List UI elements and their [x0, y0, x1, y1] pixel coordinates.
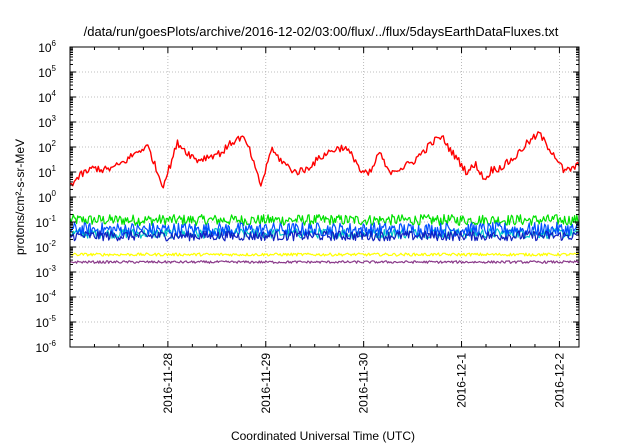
x-tick-label: 2016-12-2: [552, 353, 566, 408]
plot-series: [69, 131, 580, 264]
x-tick-label: 2016-12-1: [455, 353, 469, 408]
grid-lines: [70, 47, 579, 347]
y-axis-label: protons/cm²-s-sr-MeV: [13, 139, 27, 255]
x-axis-label: Coordinated Universal Time (UTC): [231, 429, 415, 443]
x-tick-label: 2016-11-29: [259, 353, 273, 414]
series-line: [69, 221, 580, 238]
series-line: [69, 214, 580, 227]
series-line: [69, 230, 580, 242]
chart-title: /data/run/goesPlots/archive/2016-12-02/0…: [84, 24, 559, 39]
series-line: [69, 252, 580, 257]
x-tick-label: 2016-11-28: [161, 353, 175, 414]
series-line: [69, 260, 580, 264]
x-tick-label: 2016-11-30: [357, 353, 371, 414]
series-line: [69, 131, 580, 189]
